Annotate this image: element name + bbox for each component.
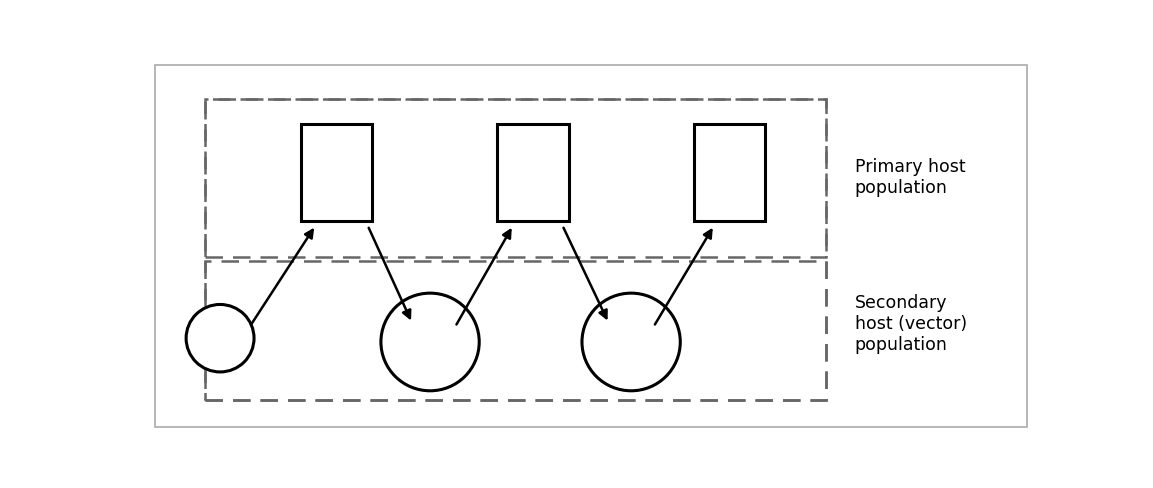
Text: Primary host
population: Primary host population	[854, 158, 965, 196]
Bar	[205, 262, 826, 401]
Bar	[205, 100, 826, 258]
Ellipse shape	[582, 293, 680, 391]
Bar	[497, 124, 568, 222]
Bar	[205, 100, 826, 401]
Bar	[694, 124, 766, 222]
Text: Secondary
host (vector)
population: Secondary host (vector) population	[854, 294, 966, 353]
Ellipse shape	[186, 305, 254, 372]
Ellipse shape	[380, 293, 480, 391]
Bar	[301, 124, 372, 222]
